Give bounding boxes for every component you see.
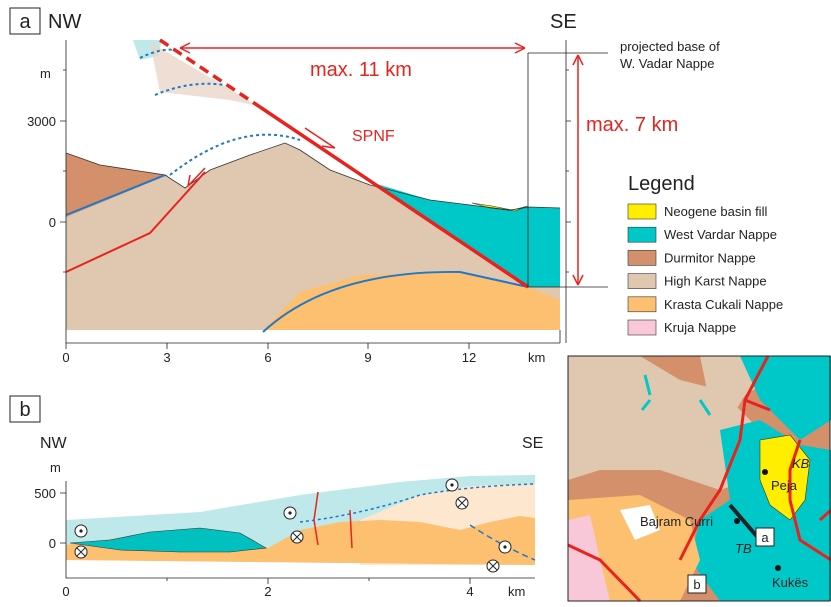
annotation: W. Vadar Nappe <box>620 56 714 71</box>
place: KB <box>792 456 810 471</box>
legend-label: Neogene basin fill <box>664 204 767 219</box>
y-tick-label: 0 <box>49 215 56 230</box>
legend: Neogene basin fill West Vardar Nappe Durmi… <box>628 204 783 335</box>
annotation: projected base of <box>620 39 720 54</box>
legend-swatch <box>628 227 656 242</box>
legend-label: Kruja Nappe <box>664 320 736 335</box>
legend-swatch <box>628 297 656 312</box>
x-tick-label: 0 <box>62 350 69 365</box>
place: Bajram Curri <box>640 514 713 529</box>
figure: a NW SE m 3000 0 0 3 6 9 12 km projected… <box>0 0 831 602</box>
panel-label: a <box>19 11 31 33</box>
legend-label: Krasta Cukali Nappe <box>664 297 783 312</box>
x-unit: km <box>508 584 525 599</box>
legend-swatch <box>628 250 656 265</box>
annotation: max. 11 km <box>310 59 412 81</box>
place: b <box>693 577 700 592</box>
panel-label: b <box>19 399 30 421</box>
legend-label: Durmitor Nappe <box>664 250 756 265</box>
x-tick-label: 12 <box>462 350 476 365</box>
place: a <box>761 530 769 545</box>
x-tick-label: 6 <box>264 350 271 365</box>
nw: NW <box>48 11 81 33</box>
y-tick-label: 0 <box>49 536 56 551</box>
legend-swatch <box>628 274 656 289</box>
legend-title: Legend <box>628 173 695 195</box>
y-unit: m <box>40 66 51 81</box>
legend-swatch <box>628 204 656 219</box>
place: TB <box>735 541 752 556</box>
y-tick-label: 500 <box>34 486 56 501</box>
place: Kukës <box>772 575 809 590</box>
annotation: max. 7 km <box>586 114 678 136</box>
se: SE <box>522 435 543 452</box>
x-unit: km <box>528 350 545 365</box>
y-unit: m <box>50 460 61 475</box>
se: SE <box>550 11 577 33</box>
legend-label: West Vardar Nappe <box>664 227 777 242</box>
x-tick-label: 4 <box>466 584 473 599</box>
section-a <box>60 40 608 349</box>
x-tick-label: 2 <box>264 584 271 599</box>
section-b <box>60 475 535 584</box>
legend-label: High Karst Nappe <box>664 274 767 289</box>
fault-label: SPNF <box>352 128 395 145</box>
x-tick-label: 3 <box>163 350 170 365</box>
nw: NW <box>40 435 68 452</box>
place: Peja <box>771 478 798 493</box>
x-tick-label: 9 <box>364 350 371 365</box>
legend-swatch <box>628 320 656 335</box>
y-tick-label: 3000 <box>27 114 56 129</box>
x-tick-label: 0 <box>62 584 69 599</box>
